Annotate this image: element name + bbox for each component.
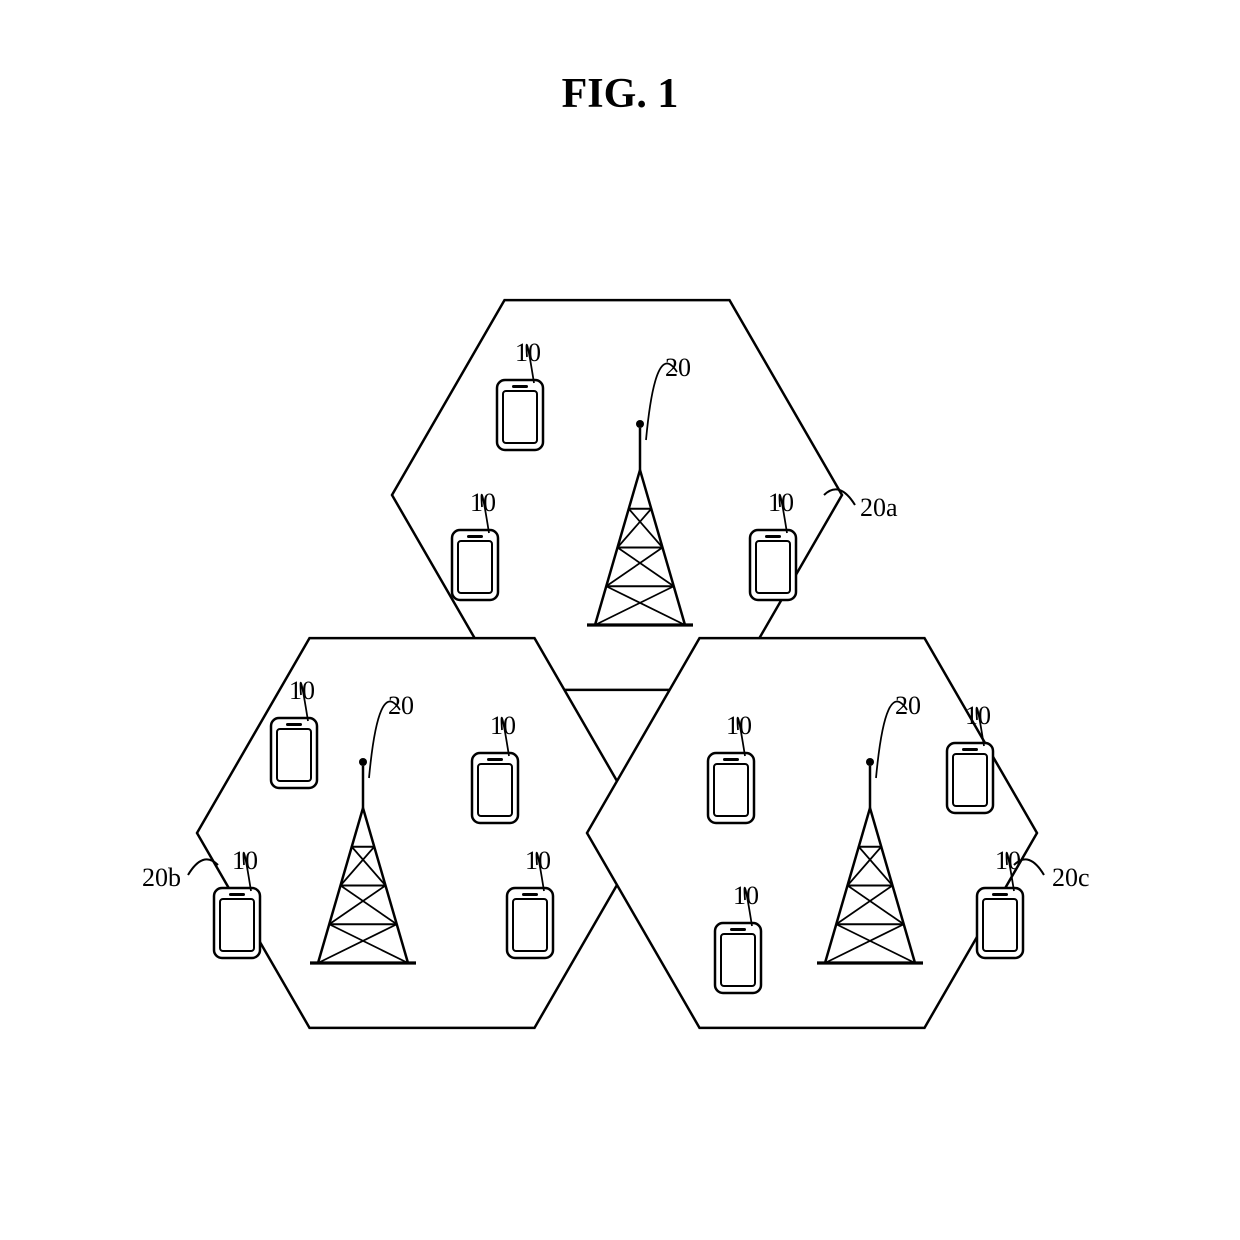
ref-label: 10 xyxy=(525,846,551,875)
ref-label: 20a xyxy=(860,493,898,522)
ref-label: 20b xyxy=(142,863,181,892)
ref-label: 10 xyxy=(470,488,496,517)
ref-label: 20 xyxy=(895,691,921,720)
ref-label: 20 xyxy=(665,353,691,382)
cell-hexagon-c xyxy=(587,638,1037,1028)
ref-label: 10 xyxy=(726,711,752,740)
ref-label: 10 xyxy=(965,701,991,730)
ref-label: 20 xyxy=(388,691,414,720)
figure-canvas: FIG. 1 20 10 10 10 20a 20 10 10 10 10 20b 20 10 10 10 1… xyxy=(0,0,1240,1240)
cell-hexagon-b xyxy=(197,638,647,1028)
cell-leader xyxy=(188,859,218,875)
ref-label: 10 xyxy=(490,711,516,740)
figure-title: FIG. 1 xyxy=(0,70,1240,118)
diagram-svg: 20 10 10 10 20a 20 10 10 10 10 20b 20 10 10 10 10 20c xyxy=(0,0,1240,1240)
ref-label: 10 xyxy=(995,846,1021,875)
ref-label: 10 xyxy=(232,846,258,875)
ref-label: 10 xyxy=(289,676,315,705)
ref-label: 10 xyxy=(768,488,794,517)
ref-label: 10 xyxy=(515,338,541,367)
ref-label: 10 xyxy=(733,881,759,910)
ref-label: 20c xyxy=(1052,863,1090,892)
